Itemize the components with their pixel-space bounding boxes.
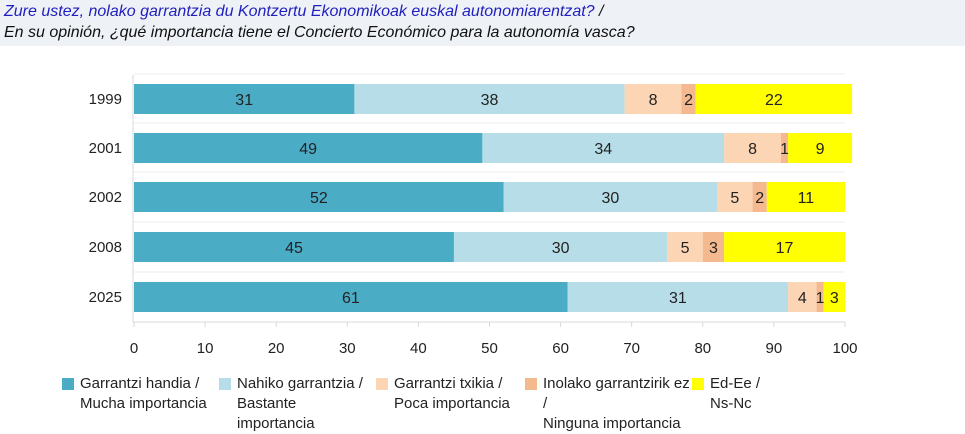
title-basque-text: Zure ustez, nolako garrantzia du Kontzer…: [4, 3, 595, 20]
data-label: 17: [776, 240, 794, 257]
data-label: 22: [765, 92, 783, 109]
bar-segment: [567, 282, 789, 312]
bar-segment: [788, 133, 853, 163]
bar-segment: [752, 182, 767, 212]
category-label: 1999: [89, 91, 122, 108]
legend-label-line1: Ed-Ee /: [710, 375, 761, 392]
x-tick-label: 30: [339, 340, 356, 357]
x-tick-label: 40: [410, 340, 427, 357]
x-tick-label: 60: [552, 340, 569, 357]
legend-swatch: [219, 378, 231, 390]
data-label: 3: [830, 290, 839, 307]
data-label: 1: [816, 290, 825, 307]
x-tick-label: 50: [481, 340, 498, 357]
bar-segment: [667, 232, 703, 262]
legend-item: Garrantzi handia / Mucha importancia: [62, 374, 219, 434]
data-label: 1: [780, 141, 789, 158]
legend-label-line1: Nahiko garrantzia /: [237, 375, 363, 392]
bar-segment: [788, 282, 817, 312]
data-label: 5: [681, 240, 690, 257]
chart-title-basque: Zure ustez, nolako garrantzia du Kontzer…: [4, 3, 603, 21]
legend-label-line1: Inolako garrantzirik ez /: [543, 375, 690, 412]
data-label: 4: [798, 290, 807, 307]
data-label: 38: [481, 92, 499, 109]
data-label: 52: [310, 190, 328, 207]
x-tick-label: 10: [197, 340, 214, 357]
legend-label-line2: Ninguna importancia: [543, 415, 681, 432]
bar-segment: [134, 182, 504, 212]
data-label: 5: [730, 190, 739, 207]
bar-segment: [134, 232, 454, 262]
legend: Garrantzi handia / Mucha importancia Nahik…: [62, 374, 772, 434]
legend-swatch: [62, 378, 74, 390]
data-label: 45: [285, 240, 303, 257]
bar-segment: [702, 232, 725, 262]
legend-label: Ed-Ee / Ns-Nc: [710, 374, 760, 414]
legend-item: Inolako garrantzirik ez / Ninguna importa…: [525, 374, 692, 434]
bar-segment: [724, 133, 782, 163]
bar-segment: [482, 133, 725, 163]
data-label: 8: [748, 141, 757, 158]
data-label: 49: [299, 141, 317, 158]
legend-label: Garrantzi handia / Mucha importancia: [80, 374, 207, 414]
data-label: 34: [594, 141, 612, 158]
bar-segment: [681, 84, 696, 114]
legend-label-line2: Poca importancia: [394, 395, 510, 412]
x-tick-label: 70: [623, 340, 640, 357]
category-label: 2025: [89, 289, 122, 306]
legend-label-line2: Bastante importancia: [237, 395, 315, 432]
legend-label: Nahiko garrantzia / Bastante importancia: [237, 374, 376, 434]
data-label: 31: [235, 92, 253, 109]
data-label: 9: [816, 141, 825, 158]
chart-title-spanish: En su opinión, ¿qué importancia tiene el…: [4, 24, 635, 41]
legend-swatch: [525, 378, 537, 390]
x-tick-label: 90: [766, 340, 783, 357]
chart-title-band: Zure ustez, nolako garrantzia du Kontzer…: [0, 0, 965, 46]
category-label: 2008: [89, 239, 122, 256]
bar-segment: [134, 133, 483, 163]
data-label: 2: [755, 190, 764, 207]
bar-segment: [816, 282, 824, 312]
bar-segment: [695, 84, 853, 114]
data-label: 8: [649, 92, 658, 109]
legend-label-line2: Ns-Nc: [710, 395, 752, 412]
x-tick-label: 100: [832, 340, 857, 357]
x-tick-label: 20: [268, 340, 285, 357]
legend-label: Garrantzi txikia / Poca importancia: [394, 374, 510, 414]
legend-label-line1: Garrantzi txikia /: [394, 375, 503, 392]
data-label: 30: [552, 240, 570, 257]
data-label: 30: [601, 190, 619, 207]
bar-segment: [781, 133, 789, 163]
legend-label-line1: Garrantzi handia /: [80, 375, 200, 392]
legend-item: Nahiko garrantzia / Bastante importancia: [219, 374, 376, 434]
data-label: 61: [342, 290, 360, 307]
bar-segment: [624, 84, 682, 114]
bar-segment: [724, 232, 845, 262]
bar-segment: [354, 84, 625, 114]
bar-segment: [134, 84, 355, 114]
title-separator: /: [594, 3, 604, 20]
legend-item: Garrantzi txikia / Poca importancia: [376, 374, 525, 434]
legend-item: Ed-Ee / Ns-Nc: [692, 374, 772, 434]
data-label: 2: [684, 92, 693, 109]
bar-segment: [717, 182, 753, 212]
legend-label-line2: Mucha importancia: [80, 395, 207, 412]
legend-label: Inolako garrantzirik ez / Ninguna importa…: [543, 374, 692, 434]
bar-segment: [766, 182, 845, 212]
x-tick-label: 80: [694, 340, 711, 357]
bar-segment: [453, 232, 668, 262]
legend-swatch: [692, 378, 704, 390]
bar-segment: [503, 182, 718, 212]
category-label: 2002: [89, 189, 122, 206]
data-label: 31: [669, 290, 687, 307]
data-label: 11: [798, 190, 815, 207]
x-tick-label: 0: [130, 340, 138, 357]
category-label: 2001: [89, 140, 122, 157]
legend-swatch: [376, 378, 388, 390]
bar-segment: [134, 282, 568, 312]
data-label: 3: [709, 240, 718, 257]
bar-segment: [823, 282, 845, 312]
